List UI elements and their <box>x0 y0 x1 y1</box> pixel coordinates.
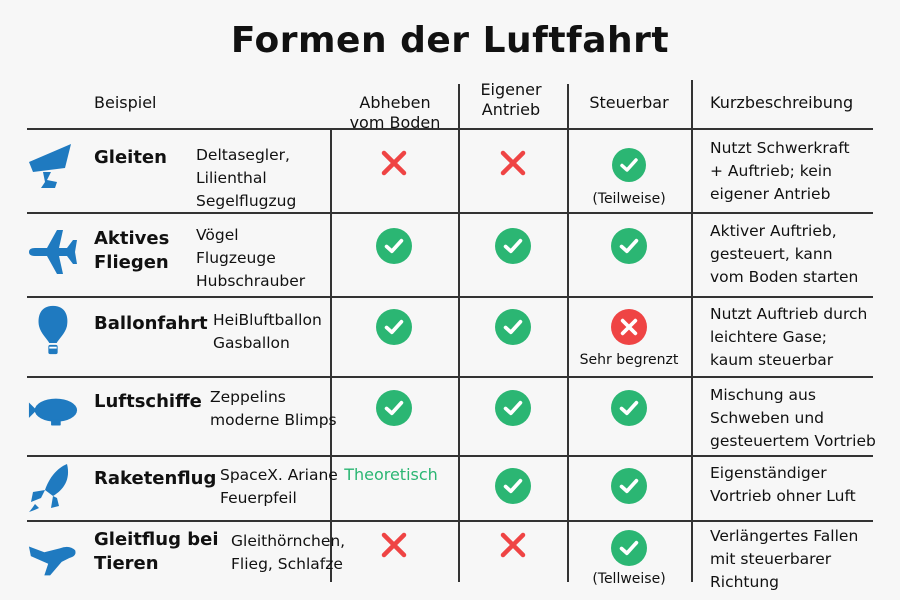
column-divider <box>691 80 693 582</box>
propulsion-check-icon <box>458 228 567 268</box>
airplane-icon <box>29 230 77 274</box>
liftoff-check-icon <box>330 228 458 268</box>
row-name: Gleiten <box>94 147 167 168</box>
steerable-note: Sehr begrenzt <box>579 352 679 368</box>
row-divider <box>27 212 873 214</box>
header-propulsion-line1: Eigener <box>480 80 542 99</box>
propulsion-cross-icon <box>458 148 567 182</box>
row-examples: Zeppelins moderne Blimps <box>210 388 337 429</box>
propulsion-check-icon <box>458 390 567 430</box>
row-examples: SpaceX. Ariane Feuerpfeil <box>220 466 338 507</box>
row-divider <box>27 376 873 378</box>
propulsion-check-icon <box>458 309 567 349</box>
header-description: Kurzbeschreibung <box>710 93 854 112</box>
cross-circle-icon <box>611 309 647 345</box>
liftoff-check-icon <box>330 309 458 349</box>
steerable-cell: (Teilweise) <box>567 148 691 208</box>
row-name: Ballonfahrt <box>94 313 208 334</box>
row-divider <box>27 296 873 298</box>
airship-icon <box>28 398 78 426</box>
liftoff-theoretical: Theoretisch <box>336 465 446 484</box>
row-description: Verlängertes Fallen mit steuerbarer Rich… <box>710 527 859 591</box>
row-description: Eigenständiger Vortrieb ohner Luft <box>710 464 856 505</box>
row-examples: HeiBluftballon Gasballon <box>213 311 322 352</box>
liftoff-cross-icon <box>330 148 458 182</box>
check-icon <box>612 148 646 182</box>
theoretical-label: Theoretisch <box>344 465 438 484</box>
liftoff-cross-icon <box>330 530 458 564</box>
steerable-note: (Teilweise) <box>592 191 666 207</box>
steerable-note: (Tellweise) <box>592 571 666 587</box>
propulsion-cross-icon <box>458 530 567 564</box>
row-name: Raketenflug <box>94 468 217 489</box>
row-description: Nutzt Auftrieb durch leichtere Gase; kau… <box>710 305 868 369</box>
propulsion-check-icon <box>458 468 567 508</box>
header-liftoff: Abheben vom Boden <box>335 93 455 133</box>
header-example: Beispiel <box>94 93 157 112</box>
row-divider <box>27 455 873 457</box>
hot-air-balloon-icon <box>38 305 68 355</box>
column-divider <box>567 84 569 582</box>
row-examples: Gleithörnchen, Flieg, Schlafze <box>231 532 346 573</box>
row-name: Luftschiffe <box>94 391 202 412</box>
check-icon <box>611 530 647 566</box>
header-propulsion: Eigener Antrieb <box>455 80 567 120</box>
header-propulsion-line2: Antrieb <box>481 100 541 119</box>
page-title: Formen der Luftfahrt <box>230 20 670 61</box>
row-name: Gleitflug bei Tieren <box>94 529 219 574</box>
steerable-check-icon <box>567 228 691 268</box>
header-steerable: Steuerbar <box>589 93 669 112</box>
row-description: Mischung aus Schweben und gesteuertem Vo… <box>710 386 876 450</box>
row-divider <box>27 520 873 522</box>
liftoff-check-icon <box>330 390 458 430</box>
steerable-check-icon <box>567 468 691 508</box>
row-description: Aktiver Auftrieb, gesteuert, kann vom Bo… <box>710 222 859 286</box>
steerable-cell: (Tellweise) <box>567 530 691 588</box>
column-divider <box>330 128 332 582</box>
row-description: Nutzt Schwerkraft + Auftrieb; kein eigen… <box>710 139 850 203</box>
hang-glider-icon <box>29 144 71 188</box>
row-examples: Vögel Flugzeuge Hubschrauber <box>196 226 306 290</box>
steerable-cell: Sehr begrenzt <box>567 309 691 369</box>
row-name: Aktives Fliegen <box>94 228 170 273</box>
header-liftoff-line2: vom Boden <box>349 113 441 132</box>
header-divider <box>27 128 873 130</box>
row-examples: Deltasegler, Lilienthal Segelflugzug <box>196 146 297 210</box>
header-liftoff-line1: Abheben <box>359 93 431 112</box>
column-divider <box>458 84 460 582</box>
flying-squirrel-icon <box>28 546 76 576</box>
rocket-icon <box>29 464 69 512</box>
steerable-check-icon <box>567 390 691 430</box>
